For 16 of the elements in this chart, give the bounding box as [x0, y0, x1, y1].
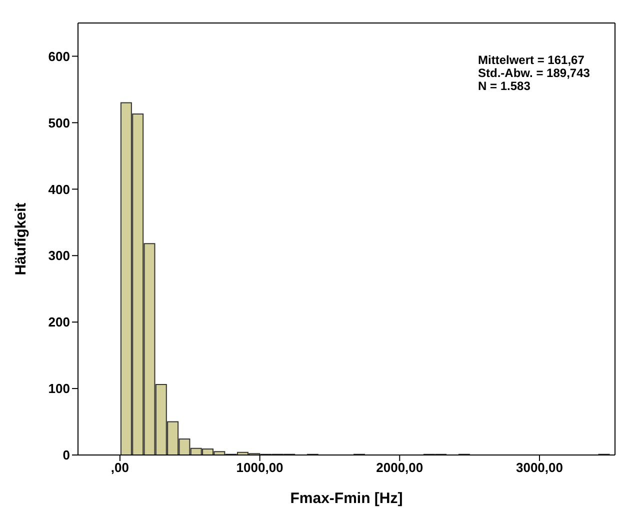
y-tick-label: 400 — [48, 182, 70, 197]
x-tick-label: 1000,00 — [236, 460, 284, 476]
y-tick-label: 100 — [48, 381, 70, 396]
y-tick-label: 0 — [62, 448, 70, 463]
x-tick-label: 3000,00 — [516, 460, 563, 476]
x-tick-label: ,00 — [110, 460, 129, 476]
y-tick-label: 300 — [48, 248, 70, 264]
y-tick-label: 500 — [48, 115, 70, 130]
x-axis-title: Fmax-Fmin [Hz] — [290, 490, 403, 507]
annotation: Mittelwert = 161,67 — [478, 53, 586, 67]
annotation: N = 1.583 — [478, 79, 532, 93]
y-tick-label: 600 — [48, 48, 70, 64]
y-tick-label: 200 — [48, 314, 70, 330]
x-tick-label: 2000,00 — [376, 460, 424, 476]
y-axis-title: Häufigkeit — [12, 202, 30, 276]
annotation: Std.-Abw. = 189,743 — [478, 66, 590, 80]
